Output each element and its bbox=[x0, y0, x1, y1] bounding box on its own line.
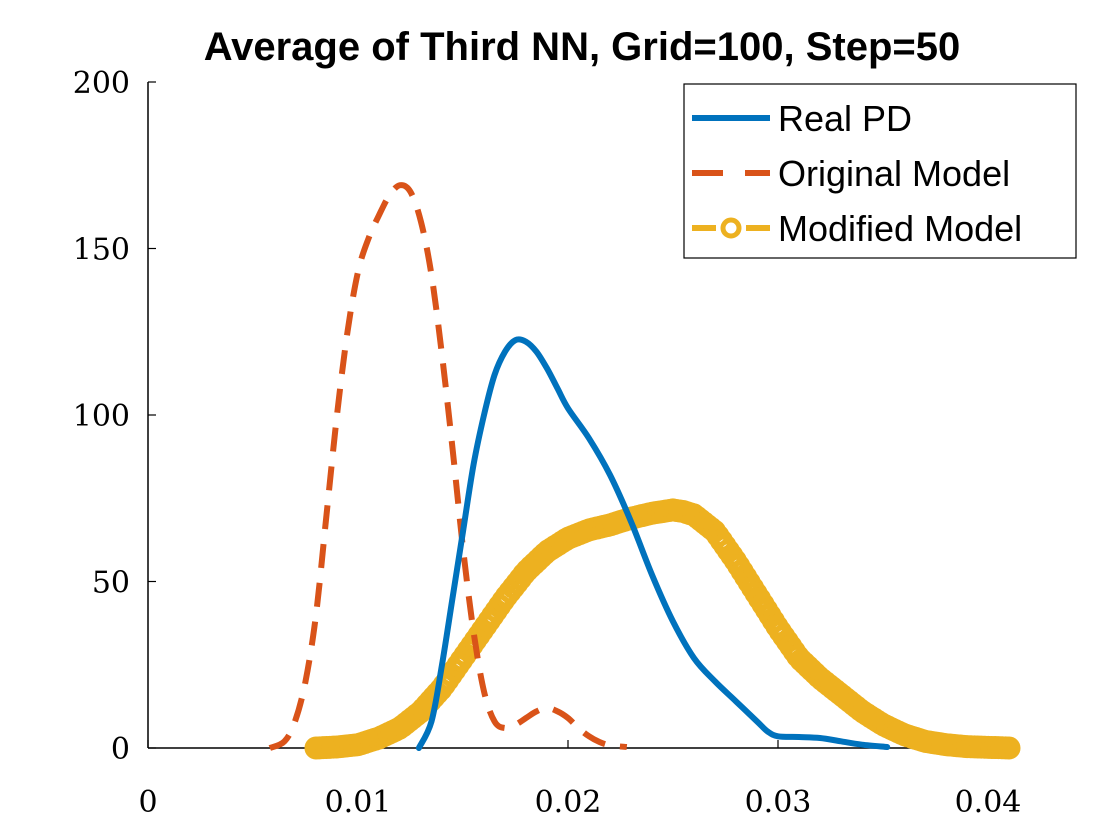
legend-item: Real PD bbox=[692, 98, 912, 139]
series-real-pd bbox=[415, 336, 891, 751]
x-tick-label: 0.04 bbox=[955, 785, 1022, 820]
series-line bbox=[415, 336, 891, 751]
legend-marker bbox=[720, 217, 742, 239]
x-tick-label: 0.02 bbox=[535, 785, 602, 820]
y-tick-label: 100 bbox=[73, 399, 130, 434]
plot-area: 0 0.01 0.02 0.03 0.04 0 50 100 150 200 bbox=[73, 66, 1022, 820]
x-tick-label: 0 bbox=[138, 785, 157, 820]
series-original-model bbox=[268, 182, 628, 751]
x-tick-label: 0.03 bbox=[745, 785, 812, 820]
y-tick-label: 0 bbox=[111, 732, 130, 767]
legend-item: Original Model bbox=[692, 153, 1010, 194]
series-line bbox=[268, 182, 628, 751]
y-tick-label: 200 bbox=[73, 66, 130, 101]
legend: Real PD Original Model Modified Model bbox=[683, 83, 1077, 259]
legend-item: Modified Model bbox=[692, 208, 1022, 249]
series-modified-model bbox=[304, 498, 1021, 760]
chart-title: Average of Third NN, Grid=100, Step=50 bbox=[204, 25, 961, 69]
legend-label: Original Model bbox=[778, 153, 1010, 194]
series-marker bbox=[997, 736, 1021, 760]
legend-label: Real PD bbox=[778, 98, 912, 139]
x-tick-label: 0.01 bbox=[325, 785, 392, 820]
y-tick-label: 150 bbox=[73, 233, 130, 268]
legend-label: Modified Model bbox=[778, 208, 1022, 249]
y-tick-label: 50 bbox=[92, 566, 130, 601]
